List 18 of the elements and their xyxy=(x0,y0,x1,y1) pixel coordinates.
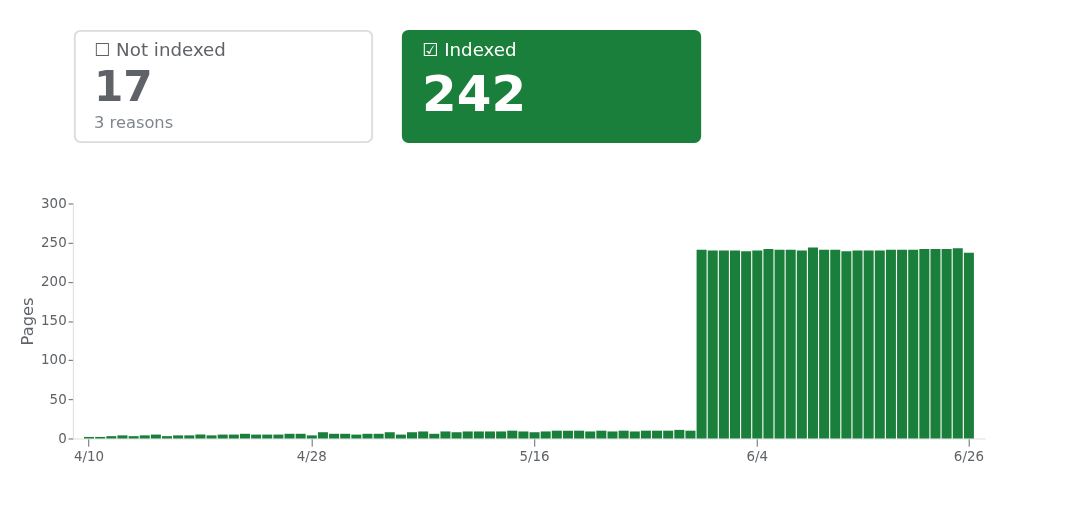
y-tick-label: 0 xyxy=(58,430,67,446)
x-tick-label: 4/10 xyxy=(73,449,105,465)
x-tick-label: 4/28 xyxy=(296,449,327,465)
category-label: ☐ Not indexed xyxy=(94,38,226,60)
y-tick-label: 50 xyxy=(49,391,67,407)
y-tick-label: 250 xyxy=(41,234,67,250)
y-tick-label: 200 xyxy=(41,274,67,290)
y-axis-title: Pages xyxy=(18,297,38,346)
category-label: ☑ Indexed xyxy=(422,38,517,60)
y-tick-label: 300 xyxy=(41,195,67,211)
x-tick-label: 5/16 xyxy=(519,449,550,465)
data-label: 242 xyxy=(422,65,527,124)
text: 3 reasons xyxy=(94,112,174,132)
y-tick-label: 150 xyxy=(41,313,67,329)
x-tick-label: 6/4 xyxy=(746,449,769,465)
y-tick-label: 100 xyxy=(41,352,67,368)
x-tick-label: 6/26 xyxy=(953,449,984,465)
data-label: 17 xyxy=(94,61,153,111)
